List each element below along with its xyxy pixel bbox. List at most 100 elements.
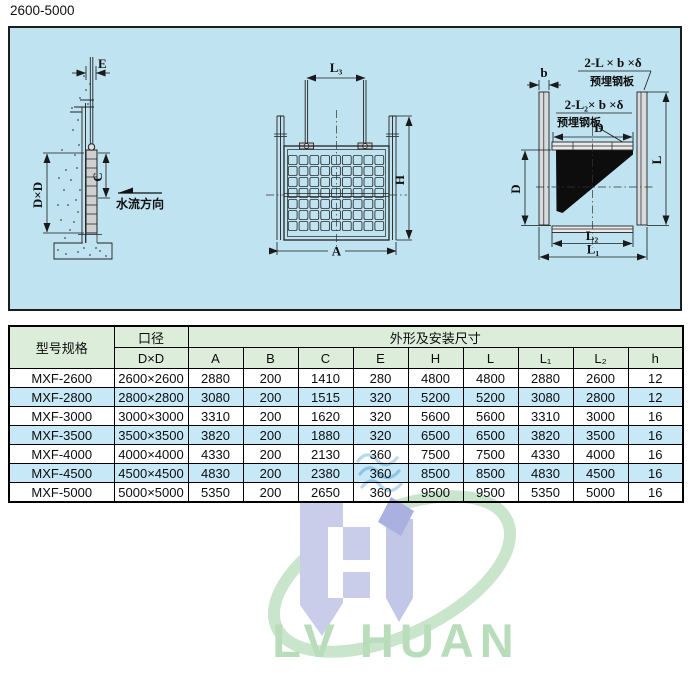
value-cell: 320: [352, 406, 409, 426]
value-cell: 16: [627, 425, 684, 445]
gate-section-wedge: [556, 150, 633, 213]
value-cell: 2880: [517, 368, 574, 388]
value-cell: 200: [242, 482, 299, 503]
spec-table: 型号规格 口径 外形及安装尺寸 D×D A B C E H L L₁ L₂ h …: [8, 325, 684, 503]
value-cell: 7500: [407, 444, 464, 464]
plan-centerlines: [536, 128, 654, 248]
dim-D-left: D: [508, 149, 551, 226]
dim-L3: L₃: [306, 60, 366, 82]
table-row: MXF-2600 2600×2600 2880 200 1410 280 480…: [8, 368, 684, 388]
dim-label-l2: L₂: [586, 228, 599, 243]
logo-h-channel: [320, 494, 392, 604]
value-cell: 7500: [462, 444, 519, 464]
value-cell: 5200: [407, 387, 464, 407]
value-cell: 3310: [187, 406, 244, 426]
dim-label-l: L: [649, 155, 664, 164]
value-cell: 360: [352, 482, 409, 503]
col-header-model: 型号规格: [8, 325, 115, 369]
plate-callout-inner-name: 预埋钢板: [557, 115, 602, 129]
dim-label-dxd: D×D: [30, 182, 45, 208]
centerlines: [266, 110, 407, 250]
value-cell: 200: [242, 425, 299, 445]
dim-L1: L₁: [538, 227, 648, 261]
value-cell: 16: [627, 463, 684, 483]
dxd-cell: 4000×4000: [113, 444, 189, 464]
value-cell: 360: [352, 444, 409, 464]
dim-label-b: b: [540, 65, 547, 80]
value-cell: 4800: [407, 368, 464, 388]
model-cell: MXF-3000: [8, 406, 115, 426]
header-row-1: 型号规格 口径 外形及安装尺寸: [8, 325, 684, 369]
dim-label-h: H: [392, 175, 407, 185]
table-row: MXF-4500 4500×4500 4830 200 2380 360 850…: [8, 463, 684, 483]
value-cell: 16: [627, 482, 684, 503]
dim-E: E: [72, 56, 110, 80]
brand-text: LV HUAN: [272, 614, 519, 667]
table-row: MXF-3000 3000×3000 3310 200 1620 320 560…: [8, 406, 684, 426]
plan-view: b 2-L × b ×δ 预埋钢板 2-L₂× b ×δ 预埋钢板: [508, 55, 670, 261]
col-header-bore: 口径: [113, 325, 189, 348]
value-cell: 4330: [187, 444, 244, 464]
plate-callout-inner: 2-L₂× b ×δ 预埋钢板: [556, 97, 632, 148]
flow-direction: 水流方向: [116, 187, 164, 211]
technical-drawing: E D×D C 水流方向: [30, 55, 670, 261]
value-cell: 2130: [297, 444, 354, 464]
value-cell: 5600: [407, 406, 464, 426]
col-header-A: A: [187, 347, 244, 369]
value-cell: 12: [627, 387, 684, 407]
value-cell: 360: [352, 463, 409, 483]
value-cell: 4000: [572, 444, 629, 464]
value-cell: 1880: [297, 425, 354, 445]
dxd-cell: 3000×3000: [113, 406, 189, 426]
dim-label-d-top: D: [594, 120, 603, 135]
col-header-L1: L₁: [517, 347, 574, 369]
value-cell: 2880: [187, 368, 244, 388]
dim-L2: L₂: [551, 228, 634, 247]
value-cell: 3820: [187, 425, 244, 445]
stem-side: [89, 57, 94, 145]
dim-C: C: [90, 152, 110, 199]
plate-callout-top: 2-L × b ×δ 预埋钢板: [578, 55, 652, 91]
col-header-dims-group: 外形及安装尺寸: [187, 325, 684, 348]
model-cell: MXF-4000: [8, 444, 115, 464]
col-header-h: h: [627, 347, 684, 369]
value-cell: 5600: [462, 406, 519, 426]
value-cell: 6500: [462, 425, 519, 445]
value-cell: 16: [627, 406, 684, 426]
table-row: MXF-4000 4000×4000 4330 200 2130 360 750…: [8, 444, 684, 464]
model-cell: MXF-4500: [8, 463, 115, 483]
value-cell: 3820: [517, 425, 574, 445]
value-cell: 200: [242, 368, 299, 388]
value-cell: 9500: [407, 482, 464, 503]
dim-label-a: A: [332, 244, 342, 259]
dim-L: L: [647, 91, 670, 226]
dxd-cell: 2600×2600: [113, 368, 189, 388]
value-cell: 6500: [407, 425, 464, 445]
guide-channels: [274, 115, 399, 240]
value-cell: 8500: [407, 463, 464, 483]
front-view: L₃: [266, 60, 413, 259]
dim-label-d-left: D: [508, 184, 523, 193]
header-row-2: D×D A B C E H L L₁ L₂ h: [9, 347, 684, 369]
col-header-C: C: [297, 347, 354, 369]
value-cell: 3000: [572, 406, 629, 426]
plate-callout-top-name: 预埋钢板: [590, 74, 635, 88]
gate-plate-side: [85, 143, 98, 234]
table-row: MXF-2800 2800×2800 3080 200 1515 320 520…: [8, 387, 684, 407]
side-view: E D×D C 水流方向: [30, 56, 164, 260]
col-header-L: L: [462, 347, 519, 369]
dim-b: b: [527, 65, 561, 90]
stems-front: [304, 80, 367, 143]
value-cell: 4330: [517, 444, 574, 464]
dim-label-l3: L₃: [330, 60, 343, 75]
value-cell: 280: [352, 368, 409, 388]
value-cell: 200: [242, 444, 299, 464]
value-cell: 200: [242, 463, 299, 483]
plate-callout-inner-formula: 2-L₂× b ×δ: [565, 97, 624, 112]
model-cell: MXF-2800: [8, 387, 115, 407]
model-cell: MXF-3500: [8, 425, 115, 445]
plate-callout-top-formula: 2-L × b ×δ: [584, 55, 642, 70]
value-cell: 12: [627, 368, 684, 388]
dim-A: A: [269, 242, 397, 259]
